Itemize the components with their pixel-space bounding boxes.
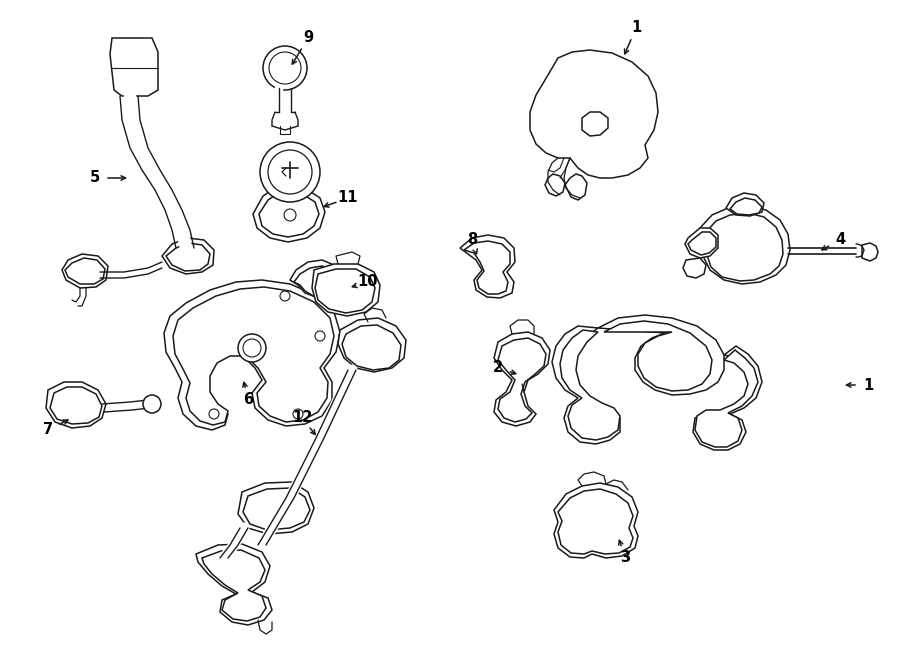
- Polygon shape: [166, 243, 210, 271]
- Polygon shape: [315, 269, 375, 313]
- Polygon shape: [683, 258, 706, 278]
- Polygon shape: [604, 321, 712, 391]
- Text: 7: 7: [43, 422, 53, 438]
- Polygon shape: [110, 38, 158, 96]
- Polygon shape: [726, 193, 764, 216]
- Polygon shape: [243, 488, 310, 530]
- Text: 10: 10: [358, 274, 378, 290]
- Polygon shape: [50, 387, 102, 424]
- Text: 12: 12: [292, 410, 312, 426]
- Polygon shape: [290, 260, 340, 297]
- Polygon shape: [558, 489, 633, 554]
- Text: 9: 9: [303, 30, 313, 46]
- Polygon shape: [259, 192, 319, 237]
- Text: 6: 6: [243, 393, 253, 407]
- Text: 2: 2: [493, 360, 503, 375]
- Polygon shape: [552, 326, 620, 444]
- Circle shape: [238, 334, 266, 362]
- Polygon shape: [582, 112, 608, 136]
- Polygon shape: [460, 235, 515, 298]
- Polygon shape: [494, 332, 550, 426]
- Polygon shape: [65, 258, 105, 284]
- Polygon shape: [693, 346, 762, 450]
- Polygon shape: [253, 187, 325, 242]
- Polygon shape: [162, 238, 214, 274]
- Polygon shape: [862, 243, 878, 261]
- Polygon shape: [202, 550, 266, 621]
- Polygon shape: [695, 350, 758, 447]
- Polygon shape: [530, 50, 658, 178]
- Polygon shape: [238, 482, 314, 534]
- Polygon shape: [598, 315, 724, 395]
- Polygon shape: [312, 264, 380, 316]
- Polygon shape: [545, 174, 565, 196]
- Polygon shape: [46, 382, 106, 428]
- Polygon shape: [565, 174, 587, 200]
- Text: 1: 1: [631, 20, 641, 36]
- Polygon shape: [498, 338, 546, 422]
- Polygon shape: [338, 318, 406, 372]
- Circle shape: [263, 46, 307, 90]
- Text: 11: 11: [338, 190, 358, 206]
- Polygon shape: [173, 287, 334, 425]
- Text: 1: 1: [863, 377, 873, 393]
- Circle shape: [260, 142, 320, 202]
- Polygon shape: [688, 232, 716, 255]
- Text: 3: 3: [620, 551, 630, 566]
- Polygon shape: [700, 206, 790, 284]
- Polygon shape: [464, 241, 510, 294]
- Polygon shape: [62, 254, 108, 288]
- Text: 5: 5: [90, 171, 100, 186]
- Polygon shape: [554, 483, 638, 558]
- Polygon shape: [706, 213, 783, 281]
- Polygon shape: [342, 325, 401, 370]
- Polygon shape: [560, 330, 620, 440]
- Polygon shape: [685, 228, 718, 258]
- Text: 4: 4: [835, 233, 845, 247]
- Polygon shape: [196, 544, 272, 625]
- Polygon shape: [730, 198, 762, 215]
- Polygon shape: [164, 280, 340, 430]
- Text: 8: 8: [467, 233, 477, 247]
- Circle shape: [143, 395, 161, 413]
- Polygon shape: [294, 266, 337, 297]
